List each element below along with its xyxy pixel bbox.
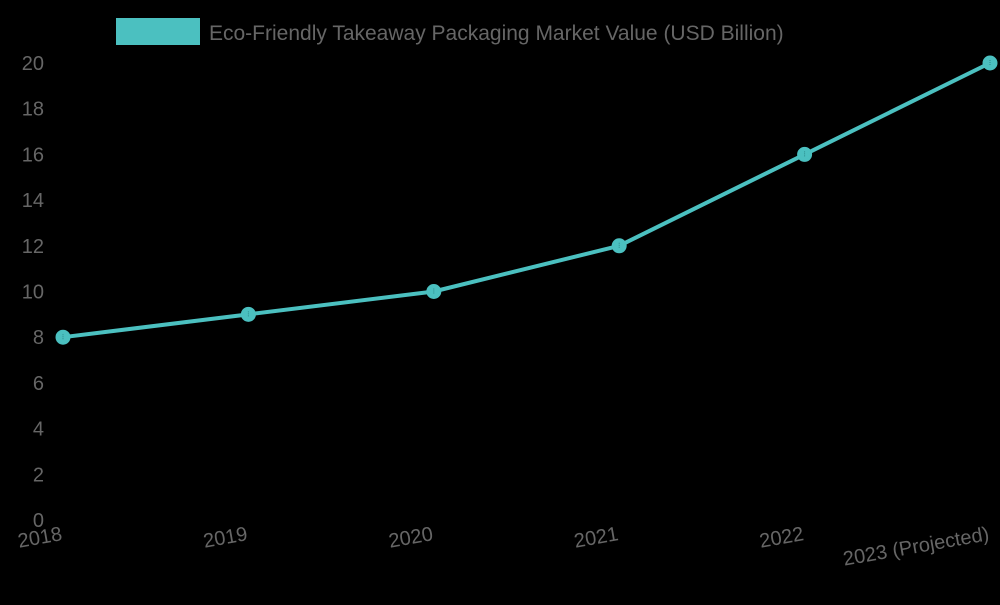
y-tick-label: 0	[33, 510, 44, 532]
x-tick-label: 2021	[572, 523, 620, 552]
y-tick-label: 12	[22, 236, 44, 258]
y-tick-label: 18	[22, 99, 44, 121]
y-tick-label: 20	[22, 53, 44, 75]
data-series	[55, 55, 998, 345]
x-tick-label: 2019	[202, 523, 250, 552]
x-tick-label: 2018	[16, 523, 64, 552]
y-tick-label: 10	[22, 282, 44, 304]
series-line	[62, 61, 991, 340]
y-tick-label: 2	[33, 464, 44, 486]
legend[interactable]: Eco-Friendly Takeaway Packaging Market V…	[116, 18, 784, 45]
legend-label: Eco-Friendly Takeaway Packaging Market V…	[209, 22, 784, 45]
x-tick-label: 2022	[758, 523, 806, 552]
y-tick-label: 4	[33, 419, 44, 441]
y-tick-label: 6	[33, 373, 44, 395]
x-tick-label: 2020	[387, 523, 435, 552]
legend-swatch	[116, 18, 200, 45]
x-axis: 2018 2019 2020 2021 2022 2023 (Projected)	[16, 523, 991, 570]
x-tick-label: 2023 (Projected)	[841, 523, 990, 570]
y-tick-label: 14	[22, 190, 44, 212]
y-tick-label: 8	[33, 327, 44, 349]
y-axis: 0 2 4 6 8 10 12 14 16 18 20	[22, 53, 44, 532]
y-tick-label: 16	[22, 144, 44, 166]
